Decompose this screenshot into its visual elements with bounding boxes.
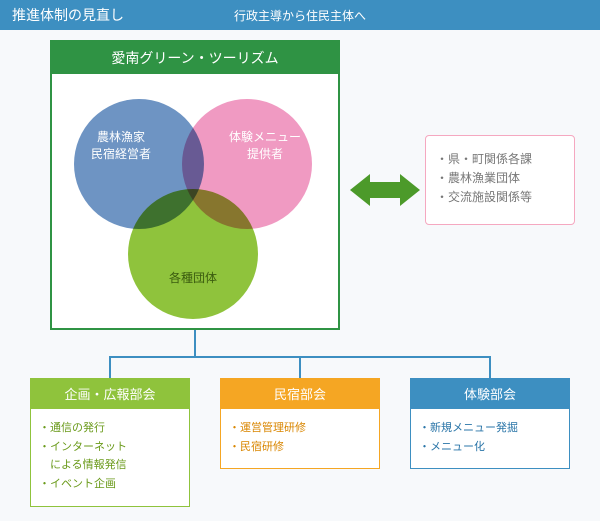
sub-item: ・民宿研修 bbox=[229, 438, 371, 457]
bidirectional-arrow-icon bbox=[350, 170, 420, 210]
sub-item: ・新規メニュー発掘 bbox=[419, 419, 561, 438]
sub-committee-body: ・通信の発行・インターネット による情報発信・イベント企画 bbox=[30, 409, 190, 507]
header: 推進体制の見直し 行政主導から住民主体へ bbox=[0, 0, 600, 30]
venn-circle-2: 各種団体 bbox=[128, 189, 258, 319]
connector bbox=[299, 356, 301, 378]
venn-label: 各種団体 bbox=[169, 270, 217, 287]
sub-committee-title: 民宿部会 bbox=[220, 378, 380, 409]
venn-label: 体験メニュー 提供者 bbox=[229, 129, 301, 163]
sub-item: ・メニュー化 bbox=[419, 438, 561, 457]
page-subtitle: 行政主導から住民主体へ bbox=[234, 7, 366, 24]
diagram: 愛南グリーン・ツーリズム 農林漁家 民宿経営者 体験メニュー 提供者各種団体 ・県… bbox=[0, 30, 600, 521]
main-organization-title: 愛南グリーン・ツーリズム bbox=[52, 42, 338, 74]
sub-committee-title: 体験部会 bbox=[410, 378, 570, 409]
connector bbox=[109, 356, 111, 378]
external-partners: ・県・町関係各課・農林漁業団体・交流施設関係等 bbox=[425, 135, 575, 225]
venn-diagram: 農林漁家 民宿経営者 体験メニュー 提供者各種団体 bbox=[52, 74, 338, 332]
sub-item: ・通信の発行 bbox=[39, 419, 181, 438]
external-item: ・県・町関係各課 bbox=[436, 150, 564, 169]
sub-item: ・運営管理研修 bbox=[229, 419, 371, 438]
sub-item: ・インターネット による情報発信 bbox=[39, 438, 181, 475]
sub-committee-body: ・新規メニュー発掘・メニュー化 bbox=[410, 409, 570, 469]
sub-committee-title: 企画・広報部会 bbox=[30, 378, 190, 409]
connector bbox=[489, 356, 491, 378]
venn-label: 農林漁家 民宿経営者 bbox=[91, 129, 151, 163]
sub-committee-2: 体験部会・新規メニュー発掘・メニュー化 bbox=[410, 378, 570, 469]
connector bbox=[194, 330, 196, 358]
main-organization: 愛南グリーン・ツーリズム 農林漁家 民宿経営者 体験メニュー 提供者各種団体 bbox=[50, 40, 340, 330]
external-item: ・農林漁業団体 bbox=[436, 169, 564, 188]
page-title: 推進体制の見直し bbox=[12, 5, 124, 25]
sub-item: ・イベント企画 bbox=[39, 475, 181, 494]
sub-committee-1: 民宿部会・運営管理研修・民宿研修 bbox=[220, 378, 380, 469]
sub-committee-body: ・運営管理研修・民宿研修 bbox=[220, 409, 380, 469]
external-item: ・交流施設関係等 bbox=[436, 188, 564, 207]
sub-committee-0: 企画・広報部会・通信の発行・インターネット による情報発信・イベント企画 bbox=[30, 378, 190, 507]
